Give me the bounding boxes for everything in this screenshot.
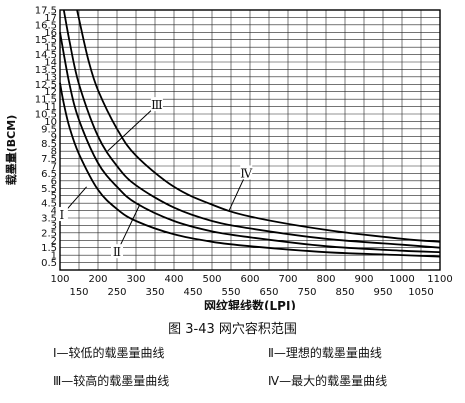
y-tick-label: 16 [44, 28, 57, 39]
legend-item-iii: Ⅲ—较高的载墨量曲线 [53, 374, 170, 388]
y-tick-label: 10.5 [35, 110, 57, 121]
y-tick-label: 2.5 [41, 228, 57, 239]
y-tick-label: 5 [51, 191, 57, 202]
callout-leader [107, 104, 158, 152]
y-tick-label: 9.5 [41, 124, 57, 135]
y-tick-label: 16.5 [35, 20, 57, 31]
curve-series-4 [76, 9, 441, 243]
grid [59, 9, 441, 271]
y-tick-label: 17.5 [35, 6, 57, 17]
y-tick-label: 12 [44, 87, 57, 98]
x-tick-labels: 100 200 300 400 500 600 700 800 900 1000 1100 150 25… [50, 274, 452, 298]
y-tick-label: 2 [51, 236, 57, 247]
y-tick-label: 11.5 [35, 95, 57, 106]
y-tick-label: 4.5 [41, 199, 57, 210]
x-tick-label: 1100 [427, 274, 452, 285]
y-tick-label: 15.5 [35, 35, 57, 46]
y-tick-label: 12.5 [35, 80, 57, 91]
y-tick-label: 9 [51, 132, 57, 143]
y-tick-label: 4 [51, 206, 57, 217]
y-tick-label: 3 [51, 221, 57, 232]
y-tick-label: 6.5 [41, 169, 57, 180]
curves [59, 9, 441, 258]
curve-callouts: Ⅰ Ⅱ Ⅲ Ⅳ [55, 97, 253, 259]
y-tick-label: 8 [51, 147, 57, 158]
x-tick-label: 1050 [408, 287, 433, 298]
x-tick-label: 200 [88, 274, 107, 285]
x-tick-label: 650 [259, 287, 278, 298]
curve-label-3: Ⅲ [151, 98, 163, 112]
curve-label-4: Ⅳ [240, 166, 253, 180]
callout-background [111, 244, 123, 259]
curve-series-2 [59, 32, 441, 254]
x-axis-label: 网纹辊线数(LPI) [204, 298, 296, 310]
plot-frame [59, 9, 441, 271]
callout-background [240, 165, 253, 180]
x-tick-label: 750 [297, 287, 316, 298]
curve-series-1 [59, 82, 441, 258]
x-tick-label: 800 [316, 274, 335, 285]
callout-leader [228, 173, 247, 211]
x-tick-label: 600 [240, 274, 259, 285]
y-tick-label: 11 [44, 102, 57, 113]
x-tick-label: 950 [373, 287, 392, 298]
figure-caption: 图 3-43 网穴容积范围 [168, 322, 297, 337]
y-tick-label: 13.5 [35, 65, 57, 76]
y-tick-label: 0.5 [41, 258, 57, 269]
legend-item-i: Ⅰ—较低的载墨量曲线 [53, 346, 165, 360]
y-tick-label: 17 [44, 13, 57, 24]
y-tick-label: 10 [44, 117, 57, 128]
y-tick-label: 15 [44, 43, 57, 54]
y-tick-labels: 0.511.522.533.544.555.566.577.588.599.51… [35, 6, 57, 270]
x-tick-label: 350 [145, 287, 164, 298]
x-tick-label: 250 [107, 287, 126, 298]
x-tick-label: 700 [278, 274, 297, 285]
curve-series-3 [62, 9, 441, 249]
y-tick-label: 14.5 [35, 50, 57, 61]
x-tick-label: 400 [164, 274, 183, 285]
x-tick-label: 1000 [389, 274, 414, 285]
chart: 0.511.522.533.544.555.566.577.588.599.51… [4, 6, 453, 311]
y-axis-label: 载墨量(BCM) [4, 115, 18, 185]
y-tick-label: 6 [51, 176, 57, 187]
legend-item-ii: Ⅱ—理想的载墨量曲线 [268, 346, 382, 360]
legend-item-iv: Ⅳ—最大的载墨量曲线 [268, 374, 388, 388]
callout-background [55, 207, 68, 222]
y-tick-label: 7.5 [41, 154, 57, 165]
curve-label-1: Ⅰ [60, 208, 65, 222]
x-tick-label: 450 [183, 287, 202, 298]
x-tick-label: 100 [50, 274, 69, 285]
y-tick-label: 3.5 [41, 214, 57, 225]
y-tick-label: 7 [51, 162, 57, 173]
y-tick-label: 8.5 [41, 139, 57, 150]
x-tick-label: 900 [354, 274, 373, 285]
callout-background [150, 97, 163, 112]
y-tick-label: 5.5 [41, 184, 57, 195]
curve-label-2: Ⅱ [113, 245, 121, 259]
x-tick-label: 550 [221, 287, 240, 298]
x-tick-label: 150 [69, 287, 88, 298]
x-tick-label: 300 [126, 274, 145, 285]
y-tick-label: 1.5 [41, 243, 57, 254]
x-tick-label: 500 [202, 274, 221, 285]
y-tick-label: 13 [44, 72, 57, 83]
y-tick-label: 14 [44, 58, 57, 69]
y-tick-label: 1 [51, 251, 57, 262]
x-tick-label: 850 [335, 287, 354, 298]
